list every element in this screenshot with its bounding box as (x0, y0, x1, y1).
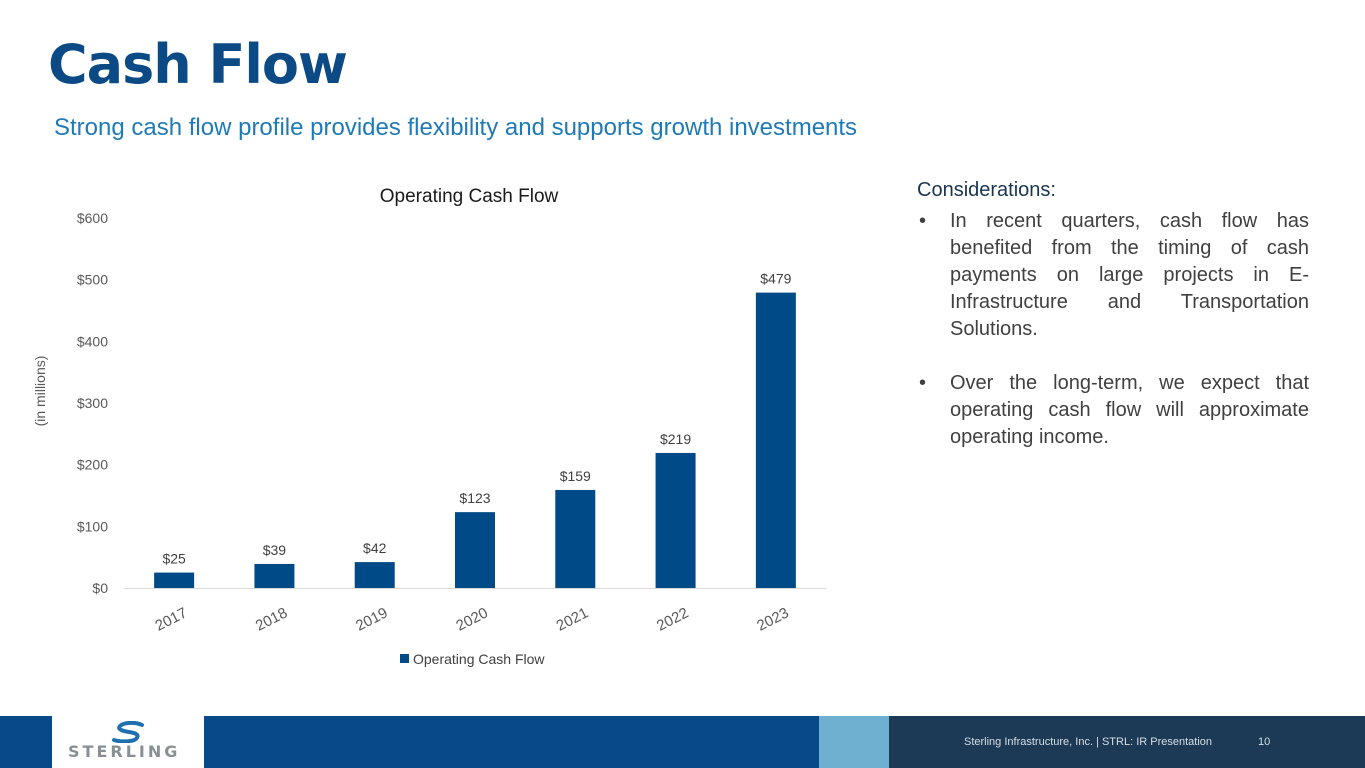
page-title: Cash Flow (48, 38, 347, 92)
bar (656, 453, 696, 588)
chart-title: Operating Cash Flow (380, 186, 559, 207)
x-tick-label: 2017 (153, 604, 190, 634)
bullet-icon: • (919, 370, 926, 397)
bar (355, 562, 395, 588)
consideration-text: Over the long-term, we expect that opera… (950, 372, 1309, 448)
page-subtitle: Strong cash flow profile provides flexib… (54, 114, 857, 143)
y-axis-label: (in millions) (32, 356, 48, 427)
x-tick-label: 2021 (554, 604, 591, 634)
x-tick-label: 2022 (654, 604, 691, 634)
x-tick-label: 2020 (453, 604, 490, 634)
y-tick-label: $400 (77, 333, 108, 349)
data-label: $159 (560, 468, 591, 484)
bar (455, 512, 495, 588)
consideration-bullet: • Over the long-term, we expect that ope… (917, 370, 1309, 451)
footer-accent-block (819, 716, 889, 768)
bar (555, 490, 595, 588)
footer-company-text: Sterling Infrastructure, Inc. | STRL: IR… (964, 736, 1212, 748)
footer-bar: STERLING Sterling Infrastructure, Inc. |… (0, 716, 1365, 768)
y-tick-label: $500 (77, 272, 108, 288)
data-label: $123 (459, 490, 490, 506)
data-label: $39 (263, 542, 287, 558)
x-tick-label: 2018 (253, 604, 290, 634)
page-number: 10 (1258, 736, 1270, 748)
bullet-icon: • (919, 208, 926, 235)
x-tick-label: 2023 (754, 604, 791, 634)
considerations-heading: Considerations: (917, 178, 1309, 202)
footer-logo: STERLING (52, 716, 204, 768)
data-label: $42 (363, 540, 387, 556)
sterling-logo-icon (112, 721, 146, 743)
legend-label: Operating Cash Flow (413, 651, 545, 667)
data-label: $25 (162, 551, 186, 567)
bar (756, 293, 796, 588)
consideration-text: In recent quarters, cash flow has benefi… (950, 210, 1309, 340)
y-tick-label: $200 (77, 457, 108, 473)
logo-text: STERLING (68, 742, 180, 761)
data-label: $219 (660, 431, 691, 447)
operating-cash-flow-chart: Operating Cash Flow (in millions) $0 $100 $2… (0, 170, 880, 690)
y-tick-label: $300 (77, 395, 108, 411)
y-tick-label: $0 (92, 580, 108, 596)
data-label: $479 (760, 271, 791, 287)
considerations-panel: Considerations: • In recent quarters, ca… (917, 178, 1309, 478)
legend-swatch (400, 654, 409, 663)
bar (154, 573, 194, 588)
consideration-bullet: • In recent quarters, cash flow has bene… (917, 208, 1309, 343)
bar (254, 564, 294, 588)
x-tick-label: 2019 (353, 604, 390, 634)
y-tick-label: $600 (77, 210, 108, 226)
y-tick-label: $100 (77, 518, 108, 534)
